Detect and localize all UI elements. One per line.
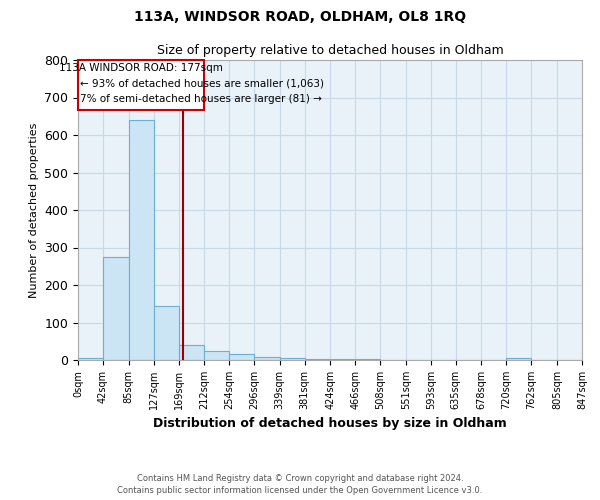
Text: ← 93% of detached houses are smaller (1,063): ← 93% of detached houses are smaller (1,…	[80, 78, 325, 88]
Bar	[280, 358, 305, 360]
Bar	[78, 60, 204, 110]
X-axis label: Distribution of detached houses by size in Oldham: Distribution of detached houses by size …	[153, 418, 507, 430]
Text: Contains HM Land Registry data © Crown copyright and database right 2024.
Contai: Contains HM Land Registry data © Crown c…	[118, 474, 482, 495]
Text: 113A WINDSOR ROAD: 177sqm: 113A WINDSOR ROAD: 177sqm	[59, 63, 223, 73]
Bar	[204, 350, 229, 360]
Title: Size of property relative to detached houses in Oldham: Size of property relative to detached ho…	[157, 44, 503, 58]
Bar	[506, 358, 532, 360]
Bar	[254, 357, 280, 360]
Bar	[355, 359, 380, 360]
Bar	[128, 120, 154, 360]
Bar	[103, 257, 128, 360]
Bar	[78, 358, 103, 360]
Y-axis label: Number of detached properties: Number of detached properties	[29, 122, 39, 298]
Bar	[330, 359, 355, 360]
Text: 7% of semi-detached houses are larger (81) →: 7% of semi-detached houses are larger (8…	[80, 94, 322, 104]
Bar	[154, 306, 179, 360]
Text: 113A, WINDSOR ROAD, OLDHAM, OL8 1RQ: 113A, WINDSOR ROAD, OLDHAM, OL8 1RQ	[134, 10, 466, 24]
Bar	[179, 345, 204, 360]
Bar	[229, 354, 254, 360]
Bar	[305, 359, 330, 360]
